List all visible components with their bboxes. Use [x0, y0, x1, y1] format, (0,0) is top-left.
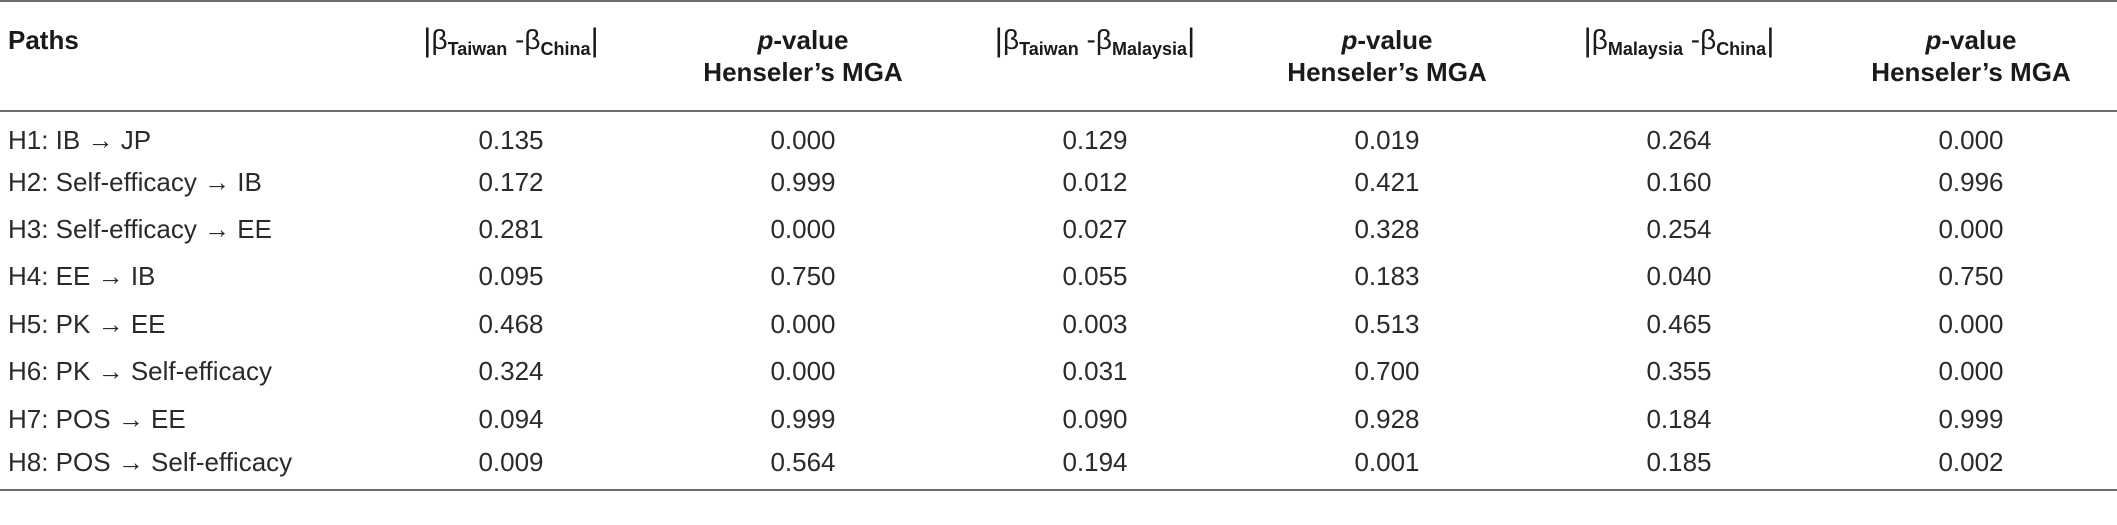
- p-value-cell: 0.000: [770, 124, 836, 155]
- beta-diff-label: |βMalaysia -βChina|: [1583, 22, 1775, 59]
- p-value-cell: 0.513: [1354, 308, 1420, 339]
- p-value-cell: 0.564: [657, 442, 949, 492]
- p-value-cell: 0.328: [1354, 213, 1420, 244]
- path-cell: H8: POS → Self-efficacy: [0, 442, 365, 492]
- header-beta-taiwan-malaysia: |βTaiwan -βMalaysia|: [949, 0, 1241, 112]
- beta-malaysia-china-cell: 0.264: [1646, 124, 1712, 155]
- beta-taiwan-malaysia-cell: 0.031: [1062, 356, 1128, 387]
- table-row: H5: PK → EE 0.468 0.000 0.003 0.513 0.46…: [0, 301, 2117, 348]
- header-p-value-3: p-value Henseler’s MGA: [1825, 0, 2117, 112]
- beta-taiwan-malaysia-cell: 0.090: [1062, 403, 1128, 434]
- p-value-cell: 0.750: [1938, 261, 2004, 292]
- beta-taiwan-china-cell: 0.281: [478, 213, 544, 244]
- beta-taiwan-china-cell: 0.095: [478, 261, 544, 292]
- beta-malaysia-china-cell: 0.160: [1646, 166, 1712, 197]
- header-beta-taiwan-china: |βTaiwan -βChina|: [365, 0, 657, 112]
- beta-diff-label: |βTaiwan -βMalaysia|: [994, 22, 1196, 59]
- beta-malaysia-china-cell: 0.185: [1533, 442, 1825, 492]
- beta-taiwan-malaysia-cell: 0.055: [1062, 261, 1128, 292]
- p-value-cell: 0.000: [770, 308, 836, 339]
- beta-diff-label: |βTaiwan -βChina|: [423, 22, 599, 59]
- beta-taiwan-malaysia-cell: 0.012: [1062, 166, 1128, 197]
- table-row: H6: PK → Self-efficacy 0.324 0.000 0.031…: [0, 348, 2117, 395]
- p-value-cell: 0.002: [1825, 442, 2117, 492]
- p-value-cell: 0.183: [1354, 261, 1420, 292]
- p-value-cell: 0.700: [1354, 356, 1420, 387]
- beta-taiwan-malaysia-cell: 0.003: [1062, 308, 1128, 339]
- header-p-value-2: p-value Henseler’s MGA: [1241, 0, 1533, 112]
- p-value-cell: 0.999: [770, 166, 836, 197]
- p-value-cell: 0.928: [1354, 403, 1420, 434]
- path-cell: H7: POS → EE: [8, 403, 186, 434]
- p-value-cell: 0.996: [1938, 166, 2004, 197]
- table-row: H3: Self-efficacy → EE 0.281 0.000 0.027…: [0, 206, 2117, 253]
- beta-malaysia-china-cell: 0.355: [1646, 356, 1712, 387]
- beta-taiwan-malaysia-cell: 0.027: [1062, 213, 1128, 244]
- p-value-cell: 0.000: [1938, 308, 2004, 339]
- table-row: H8: POS → Self-efficacy 0.009 0.564 0.19…: [0, 442, 2117, 492]
- table-row: H1: IB → JP 0.135 0.000 0.129 0.019 0.26…: [0, 111, 2117, 158]
- p-value-cell: 0.000: [770, 356, 836, 387]
- beta-malaysia-china-cell: 0.254: [1646, 213, 1712, 244]
- p-value-cell: 0.000: [1938, 124, 2004, 155]
- beta-taiwan-china-cell: 0.094: [478, 403, 544, 434]
- p-value-cell: 0.000: [1938, 213, 2004, 244]
- p-value-cell: 0.000: [770, 213, 836, 244]
- beta-taiwan-china-cell: 0.009: [365, 442, 657, 492]
- beta-taiwan-china-cell: 0.324: [478, 356, 544, 387]
- beta-taiwan-malaysia-cell: 0.129: [1062, 124, 1128, 155]
- header-paths: Paths: [0, 0, 365, 112]
- p-value-cell: 0.750: [770, 261, 836, 292]
- header-p-value-1: p-value Henseler’s MGA: [657, 0, 949, 112]
- path-cell: H6: PK → Self-efficacy: [8, 356, 272, 387]
- beta-taiwan-china-cell: 0.468: [478, 308, 544, 339]
- table-row: H4: EE → IB 0.095 0.750 0.055 0.183 0.04…: [0, 253, 2117, 300]
- table-body: H1: IB → JP 0.135 0.000 0.129 0.019 0.26…: [0, 111, 2117, 492]
- path-cell: H3: Self-efficacy → EE: [8, 213, 272, 244]
- p-value-cell: 0.019: [1354, 124, 1420, 155]
- path-cell: H5: PK → EE: [8, 308, 166, 339]
- path-cell: H2: Self-efficacy → IB: [8, 166, 262, 197]
- mga-results-table: Paths |βTaiwan -βChina| p-value Henseler…: [0, 0, 2117, 492]
- table-row: H2: Self-efficacy → IB 0.172 0.999 0.012…: [0, 158, 2117, 205]
- p-value-cell: 0.999: [1938, 403, 2004, 434]
- p-value-cell: 0.421: [1354, 166, 1420, 197]
- beta-taiwan-china-cell: 0.172: [478, 166, 544, 197]
- beta-taiwan-china-cell: 0.135: [478, 124, 544, 155]
- header-row: Paths |βTaiwan -βChina| p-value Henseler…: [0, 0, 2117, 112]
- beta-malaysia-china-cell: 0.040: [1646, 261, 1712, 292]
- p-value-cell: 0.001: [1241, 442, 1533, 492]
- table-row: H7: POS → EE 0.094 0.999 0.090 0.928 0.1…: [0, 395, 2117, 442]
- p-value-cell: 0.000: [1938, 356, 2004, 387]
- beta-malaysia-china-cell: 0.184: [1646, 403, 1712, 434]
- path-cell: H4: EE → IB: [8, 261, 156, 292]
- p-value-cell: 0.999: [770, 403, 836, 434]
- table-header: Paths |βTaiwan -βChina| p-value Henseler…: [0, 0, 2117, 112]
- path-cell: H1: IB → JP: [8, 124, 152, 155]
- header-beta-malaysia-china: |βMalaysia -βChina|: [1533, 0, 1825, 112]
- beta-malaysia-china-cell: 0.465: [1646, 308, 1712, 339]
- beta-taiwan-malaysia-cell: 0.194: [949, 442, 1241, 492]
